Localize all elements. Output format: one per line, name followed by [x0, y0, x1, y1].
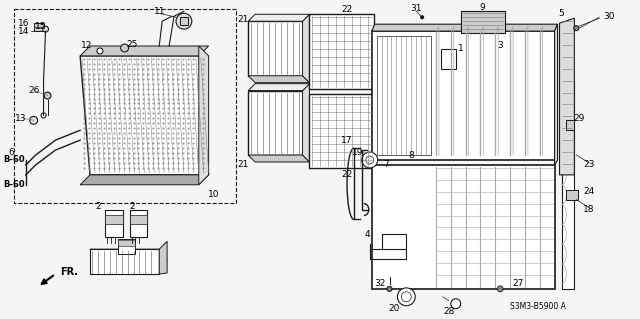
Circle shape — [362, 152, 378, 168]
Bar — [14, 9, 236, 203]
Circle shape — [574, 26, 579, 31]
Text: 2: 2 — [130, 202, 135, 211]
Text: FR.: FR. — [60, 267, 78, 277]
Bar — [118, 239, 136, 254]
Text: 13: 13 — [15, 114, 27, 123]
Text: B-60: B-60 — [3, 155, 25, 165]
Bar — [90, 249, 159, 274]
Circle shape — [420, 16, 424, 19]
Text: 14: 14 — [18, 26, 29, 36]
Circle shape — [43, 26, 49, 32]
Circle shape — [387, 286, 392, 291]
Bar — [372, 165, 555, 289]
Text: 29: 29 — [573, 114, 585, 123]
Text: 28: 28 — [443, 307, 454, 316]
Bar — [105, 210, 123, 237]
Polygon shape — [248, 84, 310, 91]
Circle shape — [97, 48, 103, 54]
Text: 3: 3 — [497, 41, 503, 50]
Circle shape — [44, 92, 51, 99]
Text: 9: 9 — [479, 3, 485, 12]
Text: 1: 1 — [458, 44, 463, 54]
Circle shape — [451, 299, 461, 309]
Circle shape — [497, 286, 503, 292]
Bar — [105, 214, 123, 225]
Text: 10: 10 — [208, 190, 220, 199]
Polygon shape — [80, 56, 209, 175]
Bar — [310, 93, 374, 168]
Text: S3M3-B5900 A: S3M3-B5900 A — [510, 302, 566, 311]
Bar — [34, 23, 44, 31]
Bar — [441, 49, 456, 69]
Bar — [372, 31, 555, 160]
Text: 8: 8 — [408, 151, 414, 160]
Polygon shape — [80, 175, 209, 185]
Bar — [248, 91, 303, 155]
Circle shape — [29, 116, 38, 124]
Bar — [129, 210, 147, 237]
Text: 21: 21 — [237, 15, 249, 24]
Text: 16: 16 — [18, 19, 29, 28]
Text: 5: 5 — [559, 9, 564, 18]
Text: 7: 7 — [384, 160, 389, 169]
Text: 12: 12 — [81, 41, 93, 50]
Text: 23: 23 — [584, 160, 595, 169]
Text: 15: 15 — [35, 22, 46, 31]
Polygon shape — [248, 155, 310, 162]
Bar — [248, 21, 303, 76]
Text: 4: 4 — [365, 230, 371, 239]
Bar — [310, 14, 374, 89]
Text: 2: 2 — [95, 202, 100, 211]
Circle shape — [397, 288, 415, 306]
Circle shape — [401, 292, 412, 302]
Text: 25: 25 — [127, 40, 138, 48]
Bar — [377, 36, 431, 155]
Text: 19: 19 — [352, 148, 364, 157]
Circle shape — [176, 13, 192, 29]
Text: 32: 32 — [374, 279, 385, 288]
Bar — [566, 190, 579, 200]
Text: 24: 24 — [584, 187, 595, 196]
Text: 31: 31 — [410, 4, 422, 13]
Text: 26: 26 — [28, 86, 40, 95]
Circle shape — [366, 156, 374, 164]
Circle shape — [121, 44, 129, 52]
Bar — [118, 240, 136, 246]
Bar — [461, 11, 505, 33]
Polygon shape — [555, 24, 557, 165]
Polygon shape — [372, 24, 557, 31]
Polygon shape — [559, 18, 574, 175]
Polygon shape — [159, 241, 167, 274]
Polygon shape — [303, 84, 310, 162]
Polygon shape — [248, 76, 310, 83]
Circle shape — [41, 113, 46, 118]
Polygon shape — [303, 14, 310, 83]
Bar — [129, 214, 147, 225]
Bar — [381, 234, 406, 249]
Text: 22: 22 — [341, 170, 353, 179]
Text: 20: 20 — [388, 304, 400, 313]
Polygon shape — [199, 46, 209, 185]
Polygon shape — [561, 81, 574, 289]
Text: 18: 18 — [584, 205, 595, 214]
Text: 21: 21 — [237, 160, 249, 169]
Text: 11: 11 — [154, 7, 165, 16]
Text: 17: 17 — [341, 136, 353, 145]
Bar — [180, 17, 188, 25]
Text: 27: 27 — [513, 279, 524, 288]
Polygon shape — [80, 46, 209, 56]
Text: 30: 30 — [604, 12, 614, 21]
Bar — [566, 120, 574, 130]
Text: B-60: B-60 — [3, 180, 25, 189]
Text: 22: 22 — [341, 5, 353, 14]
Polygon shape — [248, 14, 310, 21]
Text: 6: 6 — [8, 148, 14, 157]
Polygon shape — [90, 249, 167, 261]
